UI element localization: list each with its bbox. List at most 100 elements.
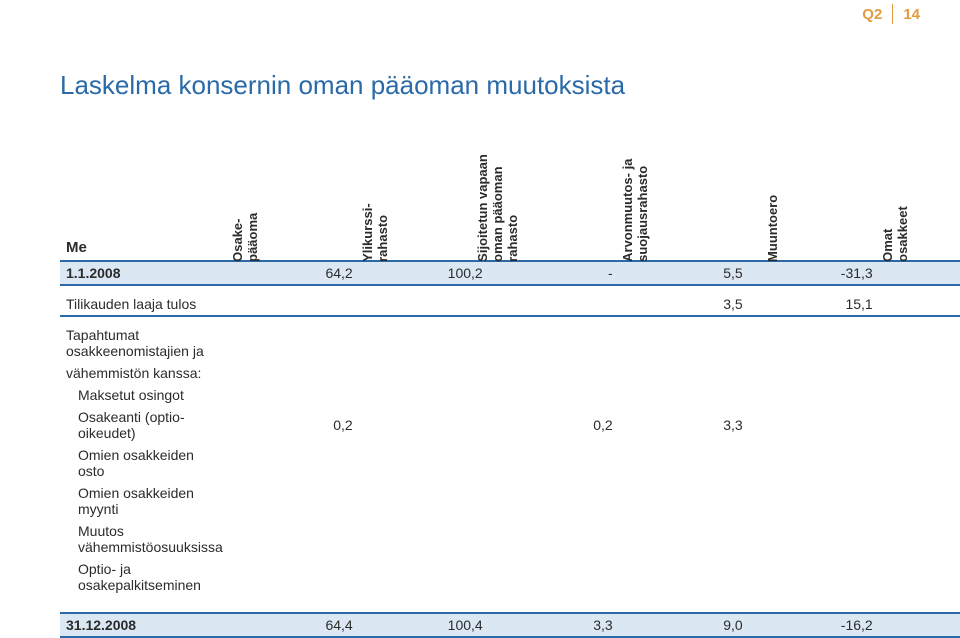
cell [229,384,359,406]
cell [359,285,489,316]
cell [879,558,960,596]
table-head: MeOsake-pääomaYlikurssi-rahastoSijoitetu… [60,128,960,261]
cell [489,444,619,482]
page-header: Q2 14 [862,0,920,28]
cell [879,384,960,406]
cell [879,444,960,482]
cell [359,362,489,384]
cell [619,384,749,406]
cell [749,384,879,406]
row-label: Omien osakkeiden osto [60,444,229,482]
cell [489,362,619,384]
cell [749,520,879,558]
cell [489,316,619,362]
spacer [60,596,960,613]
cell: 3,3 [489,613,619,637]
cell [489,285,619,316]
equity-table-wrap: MeOsake-pääomaYlikurssi-rahastoSijoitetu… [60,128,920,638]
cell: 100,2 [359,261,489,285]
row-label: Omien osakkeiden myynti [60,482,229,520]
row-label: Tilikauden laaja tulos [60,285,229,316]
table-row: Tilikauden laaja tulos3,515,1417,30,8436… [60,285,960,316]
cell: 0,2 [229,406,359,444]
cell [359,558,489,596]
cell: 3,5 [619,285,749,316]
row-label: Osakeanti (optio-oikeudet) [60,406,229,444]
col-header-4: Muuntoero [749,128,879,261]
table-row: Omien osakkeiden osto- [60,444,960,482]
cell [879,520,960,558]
row-label: 31.12.2008 [60,613,229,637]
cell [619,482,749,520]
cell [359,482,489,520]
table-row: Maksetut osingot-163,6-163,6 [60,384,960,406]
row-label: 1.1.2008 [60,261,229,285]
cell [749,362,879,384]
cell [749,316,879,362]
cell [359,316,489,362]
cell: 0,2 [489,406,619,444]
cell: -16,2 [749,613,879,637]
row-label: Tapahtumat osakkeenomistajien ja [60,316,229,362]
col-header-3: Arvonmuutos- jasuojausrahasto [619,128,749,261]
cell: 5,5 [619,261,749,285]
page-title: Laskelma konsernin oman pääoman muutoksi… [60,70,625,101]
cell: -31,3 [749,261,879,285]
col-header-1: Ylikurssi-rahasto [359,128,489,261]
cell [749,406,879,444]
row-label: Muutos vähemmistöosuuksissa [60,520,229,558]
cell: -87,8 [879,261,960,285]
cell [359,384,489,406]
table-row: 1.1.200864,2100,2-5,5-31,3-87,8698,10,37… [60,261,960,285]
cell [489,558,619,596]
cell [879,406,960,444]
cell [749,558,879,596]
cell: - [489,261,619,285]
cell [489,520,619,558]
table-row: Optio- ja osakepalkitseminen4,75,410,1 [60,558,960,596]
cell [879,285,960,316]
cell [619,444,749,482]
cell: 100,4 [359,613,489,637]
cell: 15,1 [749,285,879,316]
cell [229,482,359,520]
col-header-0: Osake-pääoma [229,128,359,261]
cell [619,316,749,362]
cell: 9,0 [619,613,749,637]
quarter-label: Q2 [862,6,882,23]
cell [229,285,359,316]
cell [619,520,749,558]
row-label: Optio- ja osakepalkitseminen [60,558,229,596]
cell: 64,2 [229,261,359,285]
cell [749,444,879,482]
cell: 64,4 [229,613,359,637]
cell [229,362,359,384]
row-label-header: Me [60,128,229,261]
row-label: vähemmistön kanssa: [60,362,229,384]
page-number: 14 [903,6,920,23]
cell [749,482,879,520]
cell [879,316,960,362]
cell [489,482,619,520]
col-header-2: Sijoitetun vapaanoman pääomanrahasto [489,128,619,261]
cell [489,384,619,406]
col-header-5: Omatosakkeet [879,128,960,261]
row-label: Maksetut osingot [60,384,229,406]
cell: -83,1 [879,613,960,637]
table-row: Tapahtumat osakkeenomistajien ja [60,316,960,362]
table-body: 1.1.200864,2100,2-5,5-31,3-87,8698,10,37… [60,261,960,637]
cell [879,362,960,384]
cell [619,558,749,596]
header-divider [892,4,893,24]
table-row: vähemmistön kanssa: [60,362,960,384]
cell [229,558,359,596]
table-row: 31.12.200864,4100,43,39,0-16,2-83,1539,9… [60,613,960,637]
cell [359,406,489,444]
cell [879,482,960,520]
table-row: Muutos vähemmistöosuuksissa-0,2-0,2 [60,520,960,558]
cell [619,362,749,384]
cell [359,520,489,558]
equity-table: MeOsake-pääomaYlikurssi-rahastoSijoitetu… [60,128,960,638]
cell [229,316,359,362]
table-row: Omien osakkeiden myynti- [60,482,960,520]
